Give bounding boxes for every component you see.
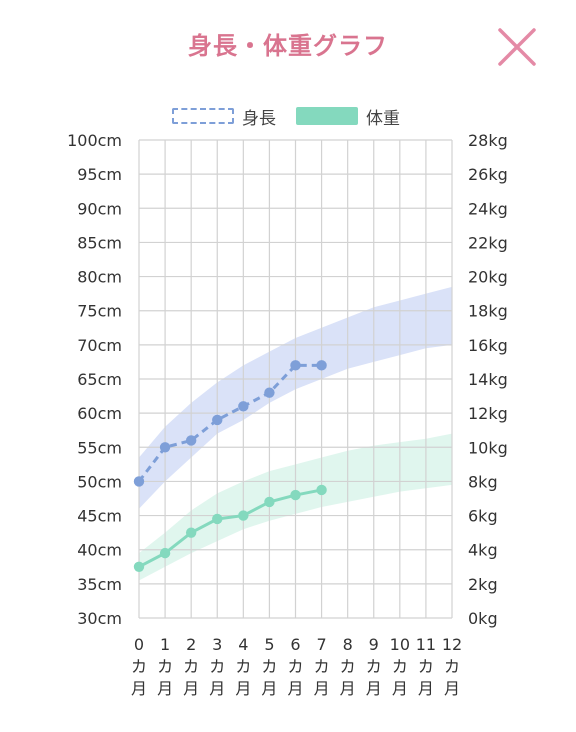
legend-label-weight: 体重 [366,108,400,129]
right-tick-label: 4kg [468,541,498,560]
close-icon [498,28,536,66]
height-data-point [316,360,327,371]
x-tick-label: 月 [366,679,382,698]
right-tick-label: 8kg [468,472,498,491]
x-tick-label: 月 [340,679,356,698]
x-tick-label: カ [392,657,408,676]
right-tick-label: 28kg [468,131,508,150]
x-tick-label: カ [287,657,303,676]
x-tick-label: 月 [235,679,251,698]
x-tick-label: カ [261,657,277,676]
legend: 身長 体重 [0,100,576,132]
x-tick-label: 月 [261,679,277,698]
x-tick-label: カ [209,657,225,676]
header: 身長・体重グラフ [0,0,576,90]
height-data-point [133,476,145,487]
legend-swatch-height [172,108,234,124]
left-tick-label: 85cm [77,233,122,252]
x-tick-label: 9 [369,635,379,654]
weight-data-point [212,513,223,525]
page-title: 身長・体重グラフ [188,32,388,60]
height-data-point [264,387,275,398]
x-tick-label: 月 [314,679,330,698]
right-tick-label: 24kg [468,199,508,218]
x-tick-label: カ [183,657,199,676]
x-tick-label: 月 [157,679,173,698]
legend-item-weight: 体重 [296,104,400,129]
x-tick-label: カ [444,657,460,676]
x-tick-label: 月 [131,679,147,698]
left-tick-label: 40cm [77,541,122,560]
right-tick-label: 20kg [468,268,508,287]
x-tick-label: 6 [290,635,300,654]
right-tick-label: 10kg [468,438,508,457]
right-tick-label: 26kg [468,165,508,184]
left-tick-label: 60cm [77,404,122,423]
height-data-point [159,442,171,453]
close-button[interactable] [496,26,538,68]
height-series-line [137,363,322,483]
weight-data-point [185,527,197,538]
x-tick-label: 月 [287,679,303,698]
left-tick-label: 70cm [77,336,122,355]
left-tick-label: 95cm [77,165,122,184]
legend-label-height: 身長 [242,108,276,129]
x-tick-label: 1 [160,635,170,654]
x-tick-label: 11 [416,635,436,654]
weight-data-point [238,510,249,521]
x-tick-label: 3 [212,635,222,654]
weight-data-point [290,489,301,501]
left-tick-label: 50cm [77,472,122,491]
legend-item-height: 身長 [172,104,276,129]
left-tick-label: 65cm [77,370,122,389]
weight-data-point [316,484,327,496]
x-tick-label: カ [418,657,434,676]
left-tick-label: 100cm [67,131,122,150]
x-tick-label: 月 [418,679,434,698]
right-tick-label: 6kg [468,507,498,526]
x-tick-label: 8 [343,635,353,654]
right-tick-label: 22kg [468,233,508,252]
left-tick-label: 30cm [77,609,122,628]
left-tick-label: 35cm [77,575,122,594]
x-tick-label: 月 [183,679,199,698]
weight-data-point [159,547,171,559]
x-tick-label: 月 [444,679,460,698]
weight-data-point [133,561,145,572]
height-data-point [290,360,301,371]
weight-data-point [264,496,275,508]
x-tick-label: 月 [392,679,408,698]
legend-swatch-weight [296,107,358,125]
x-tick-label: 12 [442,635,462,654]
x-tick-label: 5 [264,635,274,654]
right-tick-label: 18kg [468,302,508,321]
right-tick-label: 0kg [468,609,498,628]
x-tick-label: 月 [209,679,225,698]
height-data-point [238,401,249,412]
x-tick-label: 10 [390,635,410,654]
height-data-point [185,435,197,446]
right-tick-label: 12kg [468,404,508,423]
height-data-point [212,414,223,426]
x-tick-label: 4 [238,635,248,654]
x-tick-label: 0 [134,635,144,654]
left-tick-label: 45cm [77,507,122,526]
x-tick-label: カ [235,657,251,676]
right-tick-label: 16kg [468,336,508,355]
x-tick-label: カ [314,657,330,676]
x-tick-label: カ [157,657,173,676]
x-tick-label: 2 [186,635,196,654]
left-tick-label: 75cm [77,302,122,321]
x-tick-label: カ [340,657,356,676]
x-tick-label: カ [131,657,147,676]
right-tick-label: 14kg [468,370,508,389]
right-tick-label: 2kg [468,575,498,594]
left-tick-label: 90cm [77,199,122,218]
x-tick-label: カ [366,657,382,676]
x-tick-label: 7 [316,635,326,654]
left-tick-label: 80cm [77,268,122,287]
left-tick-label: 55cm [77,438,122,457]
